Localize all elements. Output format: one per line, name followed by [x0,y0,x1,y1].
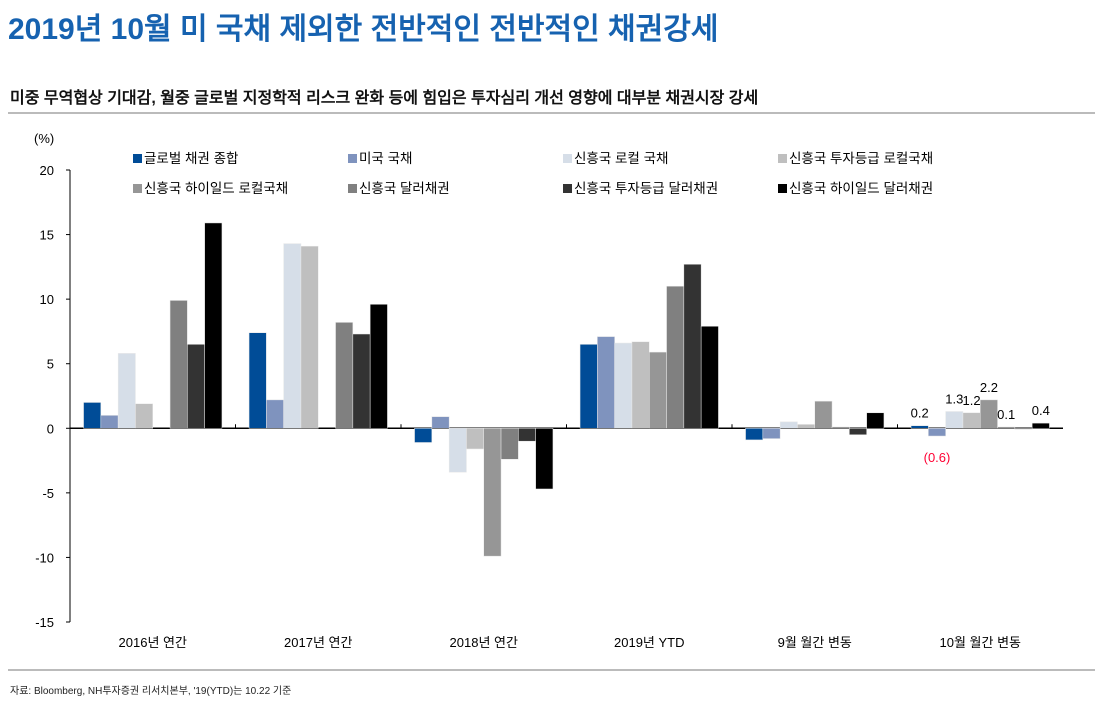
bar-6-5 [831,426,850,429]
bar-7-4 [683,264,702,429]
bar-7-5 [849,428,867,435]
bar-8-2 [369,304,388,429]
legend-label: 글로벌 채권 종합 [144,151,238,166]
y-tick-label: -5 [42,486,54,501]
legend-swatch [133,154,142,163]
bar-1-2 [248,332,267,429]
bar-4-6 [962,412,981,429]
bar-3-2 [283,243,302,429]
bar-7-2 [352,333,371,429]
legend-label: 신흥국 하이일드 로컬국채 [144,181,288,196]
bar-1-4 [579,344,598,429]
bar-8-4 [700,326,719,429]
x-tick-label: 2016년 연간 [119,635,187,650]
bar-3-5 [779,421,798,429]
data-label: (0.6) [924,450,951,465]
bar-5-6 [980,399,998,429]
bar-6-1 [169,300,188,429]
bar-8-3 [535,428,554,490]
bottom-divider [8,669,1095,671]
data-label: 1.2 [963,393,981,408]
bar-8-1 [204,222,223,429]
bar-3-1 [117,353,136,429]
x-tick-label: 2017년 연간 [284,635,352,650]
bar-6-6 [997,426,1016,429]
bar-2-1 [100,415,119,429]
bar-4-4 [631,341,650,429]
x-tick-label: 2019년 YTD [614,635,685,650]
bar-8-5 [866,412,885,429]
legend-label: 신흥국 달러채권 [359,181,450,196]
bar-5-5 [814,400,833,429]
legend-swatch [348,184,357,193]
page-subtitle: 미중 무역협상 기대감, 월중 글로벌 지정학적 리스크 완화 등에 힘입은 투… [10,90,759,107]
bar-2-3 [431,416,450,429]
y-tick-label: 15 [40,228,54,243]
bar-6-4 [666,285,685,429]
y-axis-label: (%) [34,131,54,146]
legend-swatch [133,184,142,193]
legend-label: 신흥국 하이일드 달러채권 [789,181,933,196]
x-tick-label: 2018년 연간 [450,635,518,650]
source-note: 자료: Bloomberg, NH투자증권 리서치본부, '19(YTD)는 1… [10,686,292,697]
bar-3-6 [945,411,964,429]
y-tick-label: -15 [35,615,54,630]
legend-swatch [778,154,787,163]
bar-1-6 [910,425,929,429]
legend-swatch [563,154,572,163]
legend-swatch [563,184,572,193]
data-label: 1.3 [945,391,963,406]
y-tick-label: 20 [40,163,54,178]
page-title: 2019년 10월 미 국채 제외한 전반적인 전반적인 채권강세 [8,13,719,46]
bar-4-5 [797,424,816,429]
x-tick-label: 9월 월간 변동 [778,635,852,650]
bar-6-3 [500,428,519,460]
bar-3-4 [614,342,633,429]
legend-swatch [348,154,357,163]
y-tick-label: 10 [40,292,54,307]
legend-label: 신흥국 투자등급 달러채권 [574,181,718,196]
bar-1-1 [83,402,102,429]
bar-8-6 [1031,422,1050,429]
y-tick-label: -10 [35,550,54,565]
legend-label: 미국 국채 [359,151,412,166]
legend-label: 신흥국 로컬 국채 [574,151,668,166]
data-label: 0.1 [997,407,1015,422]
bar-2-2 [266,399,284,429]
bar-3-3 [448,428,467,473]
data-label: 0.2 [911,406,929,421]
bar-7-6 [1014,428,1033,430]
bar-4-1 [135,403,153,429]
bar-7-1 [187,344,205,429]
bar-5-3 [483,428,502,557]
bar-6-2 [335,322,354,429]
bar-2-4 [597,336,615,429]
bar-4-2 [300,245,319,429]
bar-1-3 [414,428,433,443]
data-label: 2.2 [980,380,998,395]
bar-2-5 [762,428,781,439]
legend-swatch [778,184,787,193]
x-tick-label: 10월 월간 변동 [940,635,1022,650]
bar-5-4 [649,351,667,429]
bar-2-6 [928,428,946,437]
bar-7-3 [518,428,536,442]
bar-4-3 [466,428,485,450]
y-tick-label: 0 [47,421,54,436]
data-label: 0.4 [1032,403,1050,418]
top-divider [8,112,1095,114]
y-tick-label: 5 [47,357,54,372]
bar-1-5 [745,428,764,441]
legend-label: 신흥국 투자등급 로컬국채 [789,151,933,166]
